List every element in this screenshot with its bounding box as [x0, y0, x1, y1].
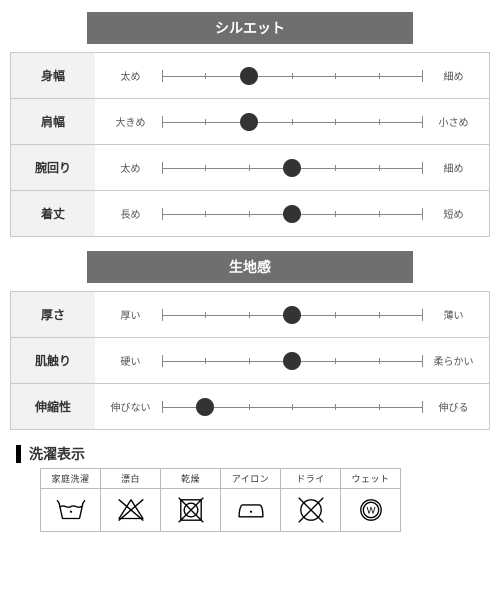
spec-row-body: 太め 細め [95, 53, 489, 98]
dryclean-no-icon [294, 489, 328, 531]
slider-knob [283, 205, 301, 223]
spec-row-label: 着丈 [11, 191, 95, 236]
bleach-no-icon [114, 489, 148, 531]
slider [162, 157, 422, 179]
care-cell-label: アイロン [221, 469, 280, 489]
wetclean-icon: W [354, 489, 388, 531]
slider-right-label: 短め [426, 206, 481, 221]
slider-right-label: 小さめ [426, 114, 481, 129]
slider-left-label: 太め [103, 68, 158, 83]
slider-knob [283, 352, 301, 370]
spec-row: 伸縮性伸びない 伸びる [11, 384, 489, 430]
spec-table: 身幅太め細め肩幅大きめ小さめ腕回り太め細め着丈長め短め [10, 52, 490, 237]
slider-knob [283, 306, 301, 324]
slider-right-label: 薄い [426, 307, 481, 322]
care-title: 洗濯表示 [29, 444, 85, 464]
slider-right-label: 細め [426, 160, 481, 175]
spec-row: 着丈長め 短め [11, 191, 489, 237]
care-cell-label: ウェット [341, 469, 400, 489]
spec-row-body: 長め 短め [95, 191, 489, 236]
slider [162, 304, 422, 326]
slider-left-label: 厚い [103, 307, 158, 322]
spec-row-label: 伸縮性 [11, 384, 95, 429]
tumble-no-icon [174, 489, 208, 531]
spec-row: 肩幅大きめ 小さめ [11, 99, 489, 145]
svg-text:W: W [366, 505, 375, 515]
care-cell-label: 乾燥 [161, 469, 220, 489]
care-cell: 漂白 [101, 469, 161, 532]
spec-row-label: 厚さ [11, 292, 95, 337]
spec-row-body: 伸びない 伸びる [95, 384, 489, 429]
spec-row: 厚さ厚い 薄い [11, 292, 489, 338]
spec-row-label: 肌触り [11, 338, 95, 383]
care-cell-label: ドライ [281, 469, 340, 489]
spec-row-body: 太め 細め [95, 145, 489, 190]
spec-row-label: 腕回り [11, 145, 95, 190]
accent-bar [16, 445, 21, 463]
spec-row: 身幅太め 細め [11, 53, 489, 99]
slider [162, 396, 422, 418]
slider-right-label: 伸びる [426, 399, 481, 414]
spec-table: 厚さ厚い 薄い肌触り硬い 柔らかい伸縮性伸びない 伸びる [10, 291, 490, 430]
care-header: 洗濯表示 [16, 444, 490, 464]
iron-icon [234, 489, 268, 531]
slider-knob [196, 398, 214, 416]
spec-row-label: 身幅 [11, 53, 95, 98]
spec-row-body: 大きめ 小さめ [95, 99, 489, 144]
spec-row-body: 硬い 柔らかい [95, 338, 489, 383]
spec-row-body: 厚い 薄い [95, 292, 489, 337]
care-cell-label: 漂白 [101, 469, 160, 489]
slider [162, 203, 422, 225]
section-header: シルエット [87, 12, 413, 44]
care-cell: 家庭洗濯 [41, 469, 101, 532]
slider [162, 350, 422, 372]
wash-icon [54, 489, 88, 531]
section-header: 生地感 [87, 251, 413, 283]
care-cell-label: 家庭洗濯 [41, 469, 100, 489]
care-table: 家庭洗濯漂白乾燥アイロンドライウェット W [40, 468, 401, 532]
slider-knob [240, 67, 258, 85]
spec-row: 腕回り太め 細め [11, 145, 489, 191]
slider [162, 65, 422, 87]
care-cell: アイロン [221, 469, 281, 532]
spec-row-label: 肩幅 [11, 99, 95, 144]
care-cell: 乾燥 [161, 469, 221, 532]
care-cell: ウェット W [341, 469, 401, 532]
slider [162, 111, 422, 133]
slider-left-label: 伸びない [103, 399, 158, 414]
slider-left-label: 硬い [103, 353, 158, 368]
slider-right-label: 柔らかい [426, 353, 481, 368]
slider-left-label: 大きめ [103, 114, 158, 129]
slider-left-label: 太め [103, 160, 158, 175]
slider-knob [283, 159, 301, 177]
slider-right-label: 細め [426, 68, 481, 83]
care-cell: ドライ [281, 469, 341, 532]
slider-left-label: 長め [103, 206, 158, 221]
slider-knob [240, 113, 258, 131]
spec-row: 肌触り硬い 柔らかい [11, 338, 489, 384]
